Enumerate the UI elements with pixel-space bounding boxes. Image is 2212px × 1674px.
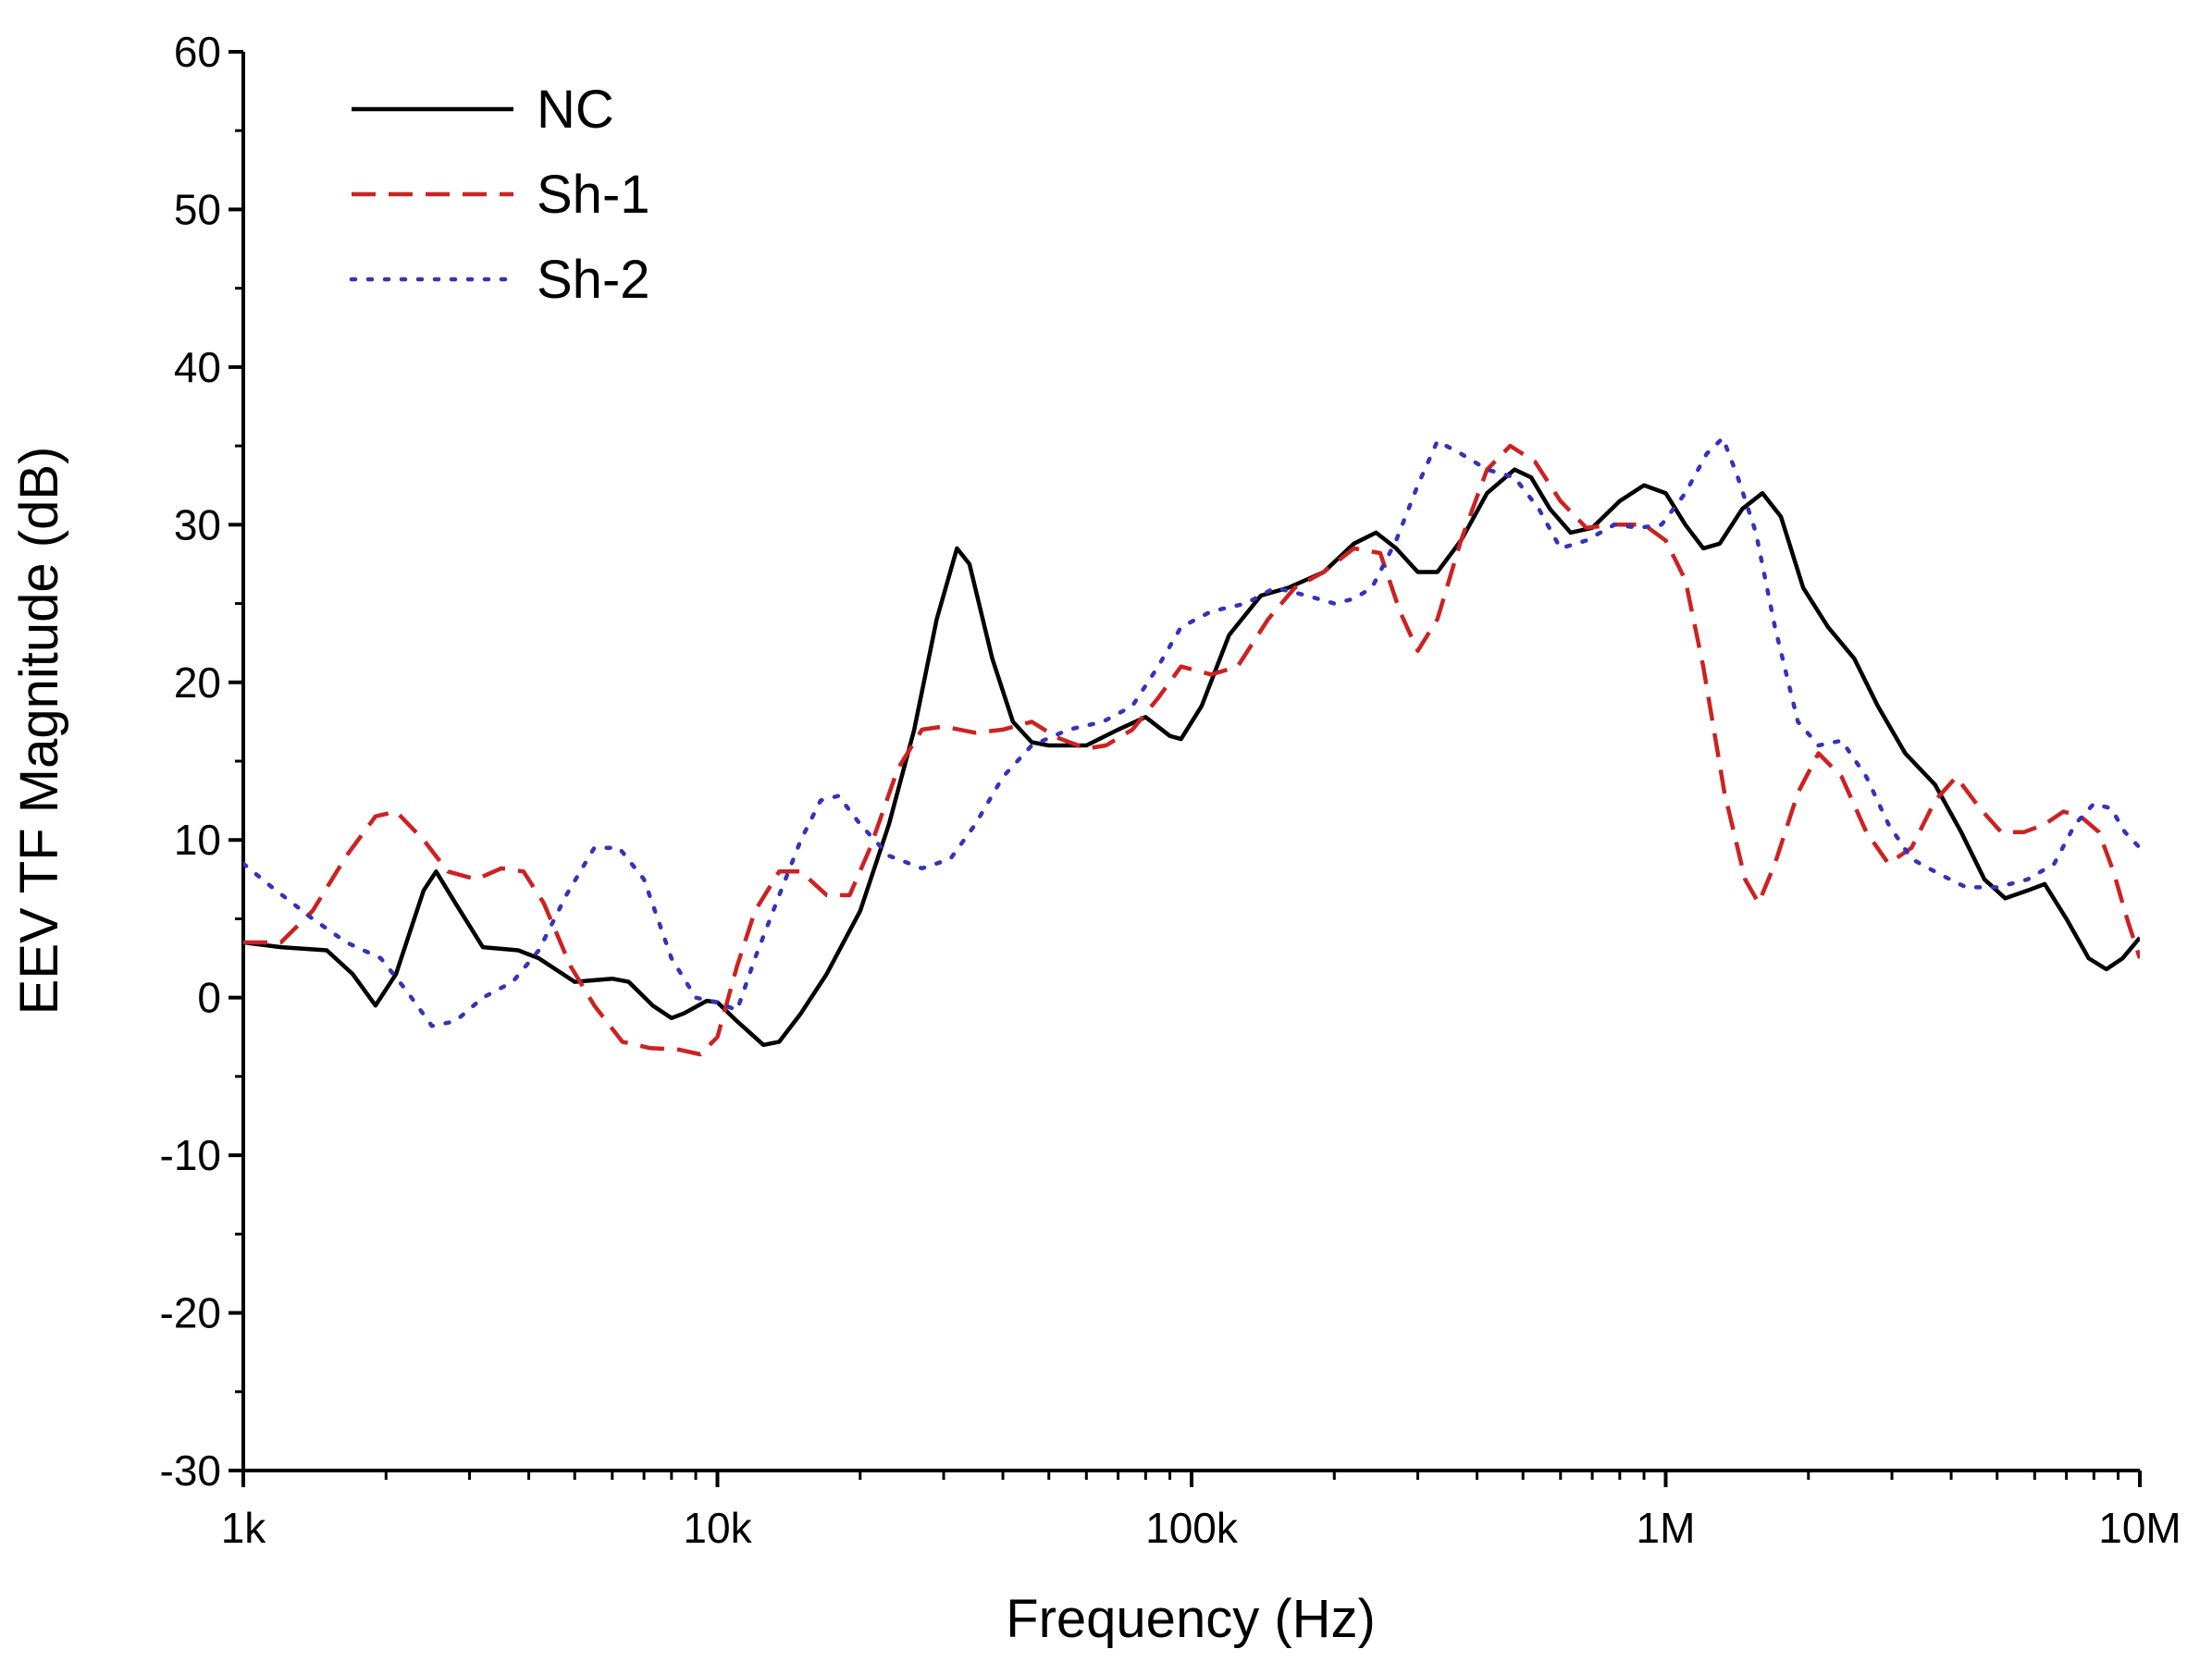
y-tick-label: 20 bbox=[174, 659, 221, 707]
y-tick-label: -10 bbox=[160, 1131, 221, 1179]
legend: NC Sh-1 Sh-2 bbox=[349, 80, 650, 310]
x-tick-label: 1M bbox=[1637, 1504, 1696, 1552]
x-tick-label: 10M bbox=[2098, 1504, 2181, 1552]
series-line-sh-2 bbox=[243, 436, 2140, 1028]
legend-label: Sh-2 bbox=[537, 250, 650, 310]
legend-label: NC bbox=[537, 80, 614, 140]
y-tick-label: 10 bbox=[174, 816, 221, 864]
series-layer bbox=[243, 436, 2140, 1057]
y-tick-label: 0 bbox=[197, 974, 221, 1022]
y-axis-title: EEV TF Magnitude (dB) bbox=[9, 447, 69, 1015]
y-tick-label: 50 bbox=[174, 185, 221, 233]
y-tick-label: -30 bbox=[160, 1446, 221, 1495]
y-tick-label: 40 bbox=[174, 343, 221, 391]
x-tick-label: 100k bbox=[1145, 1504, 1239, 1552]
series-line-sh-1 bbox=[243, 443, 2140, 1057]
y-tick-label: 60 bbox=[174, 28, 221, 76]
x-tick-label: 1k bbox=[221, 1504, 267, 1552]
x-tick-label: 10k bbox=[683, 1504, 752, 1552]
y-tick-label: -20 bbox=[160, 1289, 221, 1337]
legend-label: Sh-1 bbox=[537, 165, 650, 225]
series-line-nc bbox=[243, 467, 2140, 1048]
y-tick-label: 30 bbox=[174, 500, 221, 548]
x-axis-title: Frequency (Hz) bbox=[1006, 1589, 1376, 1649]
